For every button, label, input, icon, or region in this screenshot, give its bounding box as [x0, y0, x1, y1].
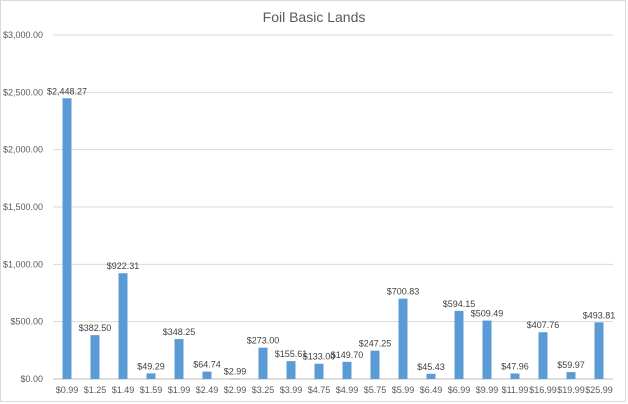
bar: [146, 373, 156, 379]
data-label: $348.25: [163, 327, 196, 337]
data-label: $922.31: [107, 261, 140, 271]
data-labels: $2,448.27 $382.50 $922.31 $49.29 $348.25 $64.…: [47, 86, 615, 376]
data-label: $64.74: [193, 360, 221, 370]
data-label: $407.76: [527, 320, 560, 330]
x-tick-label: $9.99: [476, 385, 499, 395]
y-tick-label: $1,500.00: [3, 202, 43, 212]
bar: [398, 298, 408, 379]
x-tick-label: $1.25: [84, 385, 107, 395]
x-tick-label: $2.99: [224, 385, 247, 395]
bar: [566, 372, 576, 379]
bar: [286, 361, 296, 379]
data-label: $594.15: [443, 299, 476, 309]
x-tick-label: $19.99: [557, 385, 585, 395]
y-tick-label: $1,000.00: [3, 259, 43, 269]
x-tick-label: $3.99: [280, 385, 303, 395]
x-tick-label: $4.75: [308, 385, 331, 395]
bar: [90, 335, 100, 379]
x-axis-ticks: $0.99 $1.25 $1.49 $1.59 $1.99 $2.49 $2.99 $3.25…: [56, 385, 613, 395]
data-label: $155.61: [275, 349, 308, 359]
bar: [258, 347, 268, 379]
bar: [482, 320, 492, 379]
y-tick-label: $2,000.00: [3, 145, 43, 155]
x-tick-label: $25.99: [585, 385, 613, 395]
y-tick-label: $3,000.00: [3, 30, 43, 40]
data-label: $509.49: [471, 309, 504, 319]
data-label: $2.99: [224, 367, 247, 377]
x-tick-label: $16.99: [529, 385, 557, 395]
x-tick-label: $4.99: [336, 385, 359, 395]
bar: [62, 98, 72, 379]
data-label: $47.96: [501, 362, 529, 372]
data-label: $382.50: [79, 323, 112, 333]
y-axis-ticks: $0.00 $500.00 $1,000.00 $1,500.00 $2,000.00 $…: [3, 30, 43, 384]
chart-title: Foil Basic Lands: [263, 9, 366, 25]
bar: [174, 339, 184, 379]
bar: [510, 373, 520, 379]
y-tick-label: $500.00: [10, 317, 43, 327]
y-tick-label: $0.00: [20, 374, 43, 384]
x-tick-label: $3.25: [252, 385, 275, 395]
x-tick-label: $1.49: [112, 385, 135, 395]
x-tick-label: $6.49: [420, 385, 443, 395]
x-tick-label: $6.99: [448, 385, 471, 395]
bar: [342, 361, 352, 379]
bar: [370, 350, 380, 379]
x-tick-label: $0.99: [56, 385, 79, 395]
gridlines: [53, 34, 613, 380]
bar: [454, 310, 464, 379]
bar: [230, 378, 240, 380]
x-tick-label: $2.49: [196, 385, 219, 395]
data-label: $2,448.27: [47, 86, 87, 96]
data-label: $49.29: [137, 361, 165, 371]
data-label: $700.83: [387, 287, 420, 297]
x-tick-label: $1.99: [168, 385, 191, 395]
data-label: $247.25: [359, 339, 392, 349]
data-label: $59.97: [557, 360, 585, 370]
bar: [538, 332, 548, 379]
x-tick-label: $5.99: [392, 385, 415, 395]
bars: [62, 98, 604, 380]
data-label: $493.81: [583, 310, 616, 320]
data-label: $149.70: [331, 350, 364, 360]
y-tick-label: $2,500.00: [3, 87, 43, 97]
data-label: $273.00: [247, 336, 280, 346]
bar: [118, 273, 128, 379]
data-label: $45.43: [417, 362, 445, 372]
bar: [202, 371, 212, 379]
bar: [426, 373, 436, 379]
data-label: $133.00: [303, 352, 336, 362]
bar: [314, 363, 324, 379]
x-tick-label: $11.99: [502, 385, 529, 395]
bar: [594, 322, 604, 379]
x-tick-label: $1.59: [140, 385, 163, 395]
x-tick-label: $5.75: [364, 385, 387, 395]
